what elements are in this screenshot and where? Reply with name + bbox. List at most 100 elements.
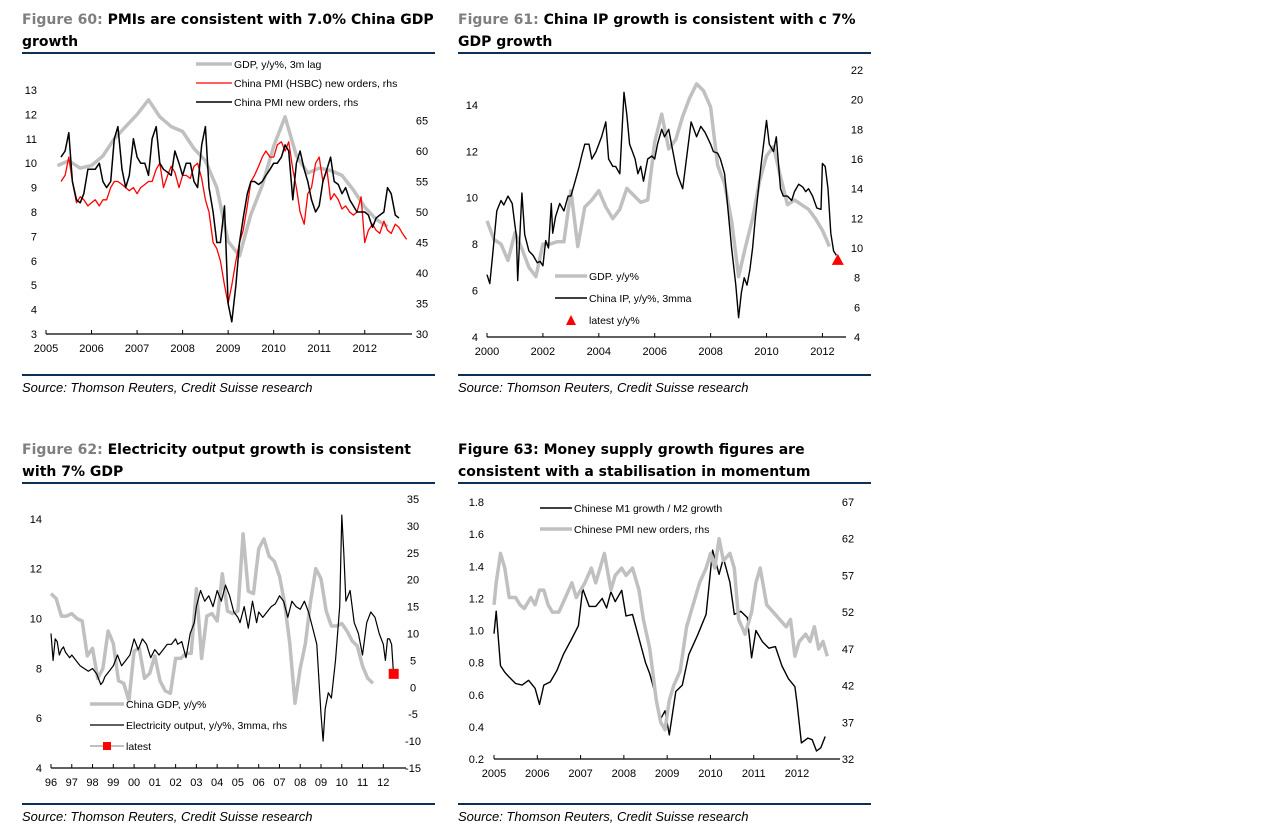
- figure-62-title: Figure 62: Electricity output growth is …: [22, 439, 442, 483]
- x-tick-label: 03: [190, 777, 202, 789]
- y-right-tick-label: 5: [410, 655, 416, 667]
- y-left-tick-label: 4: [472, 332, 478, 344]
- figure-63-source-rule: [458, 803, 871, 805]
- x-tick-label: 2009: [655, 768, 679, 780]
- x-tick-label: 2004: [587, 346, 611, 358]
- y-right-tick-label: 6: [854, 302, 860, 314]
- y-left-tick-label: 5: [31, 280, 37, 292]
- figure-63-title-rule: [458, 482, 871, 484]
- legend-label: Electricity output, y/y%, 3mma, rhs: [126, 720, 287, 732]
- y-right-tick-label: 45: [416, 238, 428, 250]
- legend-label: GDP. y/y%: [589, 271, 639, 283]
- y-right-tick-label: 14: [851, 184, 863, 196]
- y-right-tick-label: 52: [842, 607, 854, 619]
- figure-61-chart: 2000 2002 2004 2006 2008 2010 2012468101214468…: [466, 65, 863, 358]
- y-left-tick-label: 10: [25, 158, 37, 170]
- y-left-tick-label: 12: [466, 146, 478, 158]
- x-tick-label: 11: [357, 777, 368, 789]
- x-tick-label: 12: [377, 777, 389, 789]
- y-right-tick-label: -15: [405, 763, 421, 775]
- figure-63-title: Figure 63: Money supply growth figures a…: [458, 439, 878, 483]
- y-right-tick-label: 22: [851, 65, 863, 77]
- y-right-tick-label: 18: [851, 124, 863, 136]
- y-left-tick-label: 10: [30, 614, 42, 626]
- figure-61-title: Figure 61: China IP growth is consistent…: [458, 9, 878, 53]
- y-left-tick-label: 0.2: [469, 754, 484, 766]
- y-right-tick-label: 20: [407, 575, 419, 587]
- figure-60-chart: 2005 2006 2007 2008 2009 2010 2011 201234567891…: [25, 59, 428, 355]
- x-tick-label: 09: [315, 777, 327, 789]
- x-tick-label: 05: [232, 777, 244, 789]
- figure-63-source: Source: Thomson Reuters, Credit Suisse r…: [458, 809, 749, 824]
- x-tick-label: 2010: [261, 343, 285, 355]
- y-right-tick-label: 32: [842, 754, 854, 766]
- figure-62-source: Source: Thomson Reuters, Credit Suisse r…: [22, 809, 313, 824]
- y-right-tick-label: 35: [416, 299, 428, 311]
- y-right-tick-label: 62: [842, 534, 854, 546]
- figure-60-source-rule: [22, 374, 435, 376]
- series-latest-marker: [388, 668, 399, 679]
- legend-label: China GDP, y/y%: [126, 699, 206, 711]
- x-tick-label: 2005: [34, 343, 58, 355]
- x-tick-label: 2012: [352, 343, 376, 355]
- x-tick-label: 2012: [785, 768, 809, 780]
- y-left-tick-label: 1.4: [469, 561, 484, 573]
- x-tick-label: 2010: [754, 346, 778, 358]
- x-tick-label: 08: [294, 777, 306, 789]
- figure-60-title-rule: [22, 52, 435, 54]
- y-left-tick-label: 1.6: [469, 529, 484, 541]
- x-tick-label: 04: [211, 777, 223, 789]
- y-left-tick-label: 0.8: [469, 658, 484, 670]
- y-left-tick-label: 11: [26, 134, 37, 146]
- series-chinese-pmi-new-orders-rhs-line: [492, 536, 829, 732]
- y-right-tick-label: 50: [416, 207, 428, 219]
- legend-label: GDP, y/y%, 3m lag: [234, 59, 321, 71]
- legend-label: latest y/y%: [589, 315, 640, 327]
- y-right-tick-label: 60: [416, 146, 428, 158]
- figure-62-title-rule: [22, 482, 435, 484]
- y-left-tick-label: 6: [472, 286, 478, 298]
- y-right-tick-label: 57: [842, 570, 854, 582]
- series-china-pmi-new-orders-rhs-line: [60, 125, 400, 323]
- figure-60-number: Figure 60:: [22, 12, 103, 28]
- legend-label: China PMI new orders, rhs: [234, 97, 358, 109]
- y-left-tick-label: 10: [466, 193, 478, 205]
- y-right-tick-label: 10: [851, 243, 863, 255]
- x-tick-label: 2011: [742, 768, 766, 780]
- figure-62-number: Figure 62:: [22, 442, 103, 458]
- y-right-tick-label: 12: [851, 213, 863, 225]
- y-left-tick-label: 12: [30, 564, 42, 576]
- y-right-tick-label: 35: [407, 494, 419, 506]
- x-tick-label: 2008: [698, 346, 722, 358]
- y-right-tick-label: 40: [416, 268, 428, 280]
- y-left-tick-label: 8: [472, 239, 478, 251]
- x-tick-label: 2007: [125, 343, 149, 355]
- x-tick-label: 97: [66, 777, 78, 789]
- y-left-tick-label: 3: [31, 329, 37, 341]
- figure-61-number: Figure 61:: [458, 12, 539, 28]
- figure-61-title-rule: [458, 52, 871, 54]
- y-right-tick-label: 37: [842, 717, 854, 729]
- legend-label: Chinese PMI new orders, rhs: [574, 524, 709, 536]
- y-right-tick-label: 4: [854, 332, 860, 344]
- figure-61-title-text: China IP growth is consistent with c 7% …: [458, 12, 856, 50]
- figure-61-source-rule: [458, 374, 871, 376]
- y-right-tick-label: 25: [407, 548, 419, 560]
- y-right-tick-label: 67: [842, 497, 854, 509]
- series-gdp-y-y-3m-lag-line: [56, 98, 389, 258]
- y-left-tick-label: 8: [36, 663, 42, 675]
- figure-62-source-rule: [22, 803, 435, 805]
- legend-swatch: [566, 315, 576, 325]
- y-left-tick-label: 14: [466, 100, 478, 112]
- figure-62-chart: 96 97 98 99 00 01 02 03 04 05 06 07 08 09 10 11 12468101…: [30, 494, 421, 789]
- series-electricity-output-y-y-3mma-rhs-line: [50, 514, 395, 742]
- y-right-tick-label: -5: [408, 709, 418, 721]
- y-left-tick-label: 4: [36, 763, 42, 775]
- x-tick-label: 10: [336, 777, 348, 789]
- figure-60-title-text: PMIs are consistent with 7.0% China GDP …: [22, 12, 434, 50]
- y-left-tick-label: 1.0: [469, 626, 484, 638]
- legend-label: latest: [126, 741, 151, 753]
- figure-62-title-text: Electricity output growth is consistent …: [22, 442, 411, 480]
- y-left-tick-label: 7: [31, 231, 37, 243]
- figure-63-number: Figure 63:: [458, 442, 539, 458]
